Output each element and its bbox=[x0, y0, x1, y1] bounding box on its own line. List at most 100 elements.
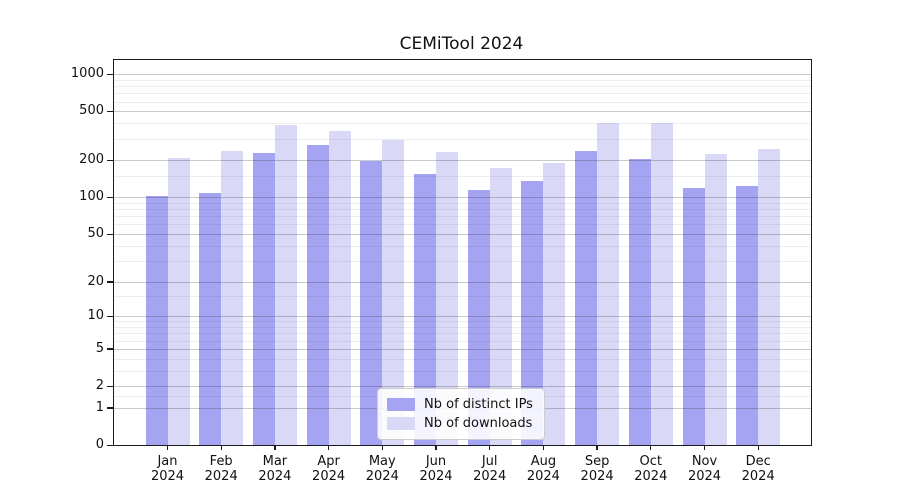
bar-apr-distinct-ips bbox=[306, 145, 329, 445]
x-tick-jul bbox=[489, 445, 491, 450]
gridline-6 bbox=[114, 340, 811, 342]
chart-title: CEMiTool 2024 bbox=[399, 34, 524, 54]
bar-nov-downloads bbox=[704, 153, 727, 445]
legend-label-distinct-ips: Nb of distinct IPs bbox=[424, 397, 533, 412]
x-tick-label-dec: Dec 2024 bbox=[741, 454, 775, 484]
gridline-70 bbox=[114, 216, 811, 218]
x-tick-jan bbox=[166, 445, 169, 450]
gridline-700 bbox=[114, 93, 811, 95]
gridline-30 bbox=[114, 260, 811, 262]
bar-aug-distinct-ips bbox=[521, 181, 544, 445]
gridline-40 bbox=[114, 245, 811, 247]
y-tick-label-20: 20 bbox=[87, 273, 104, 289]
legend-swatch-downloads bbox=[387, 417, 415, 430]
y-tick-1000 bbox=[107, 73, 113, 76]
x-tick-dec bbox=[757, 445, 759, 450]
bar-mar-distinct-ips bbox=[252, 152, 275, 445]
gridline-900 bbox=[114, 79, 811, 81]
y-tick-1 bbox=[107, 407, 113, 409]
bar-aug-downloads bbox=[543, 162, 566, 445]
bar-sep-downloads bbox=[597, 123, 620, 445]
y-tick-label-1000: 1000 bbox=[70, 66, 104, 82]
gridline-10 bbox=[114, 316, 811, 318]
y-tick-20 bbox=[107, 281, 113, 283]
y-tick-label-50: 50 bbox=[87, 226, 104, 242]
y-tick-10 bbox=[107, 315, 113, 318]
plot-area: 0 1 2 5 10 20 50 100 200 500 1000 Jan 2024 Feb 2024 Mar… bbox=[71, 59, 812, 484]
x-tick-apr bbox=[327, 445, 330, 450]
bar-may-distinct-ips bbox=[360, 160, 383, 445]
gridline-80 bbox=[114, 209, 811, 211]
gridline-15 bbox=[114, 296, 811, 298]
legend-swatch-distinct-ips bbox=[387, 398, 415, 411]
gridline-3 bbox=[114, 370, 811, 372]
gridline-60 bbox=[114, 224, 811, 226]
y-tick-0 bbox=[107, 444, 113, 446]
x-tick-mar bbox=[274, 445, 276, 450]
bar-oct-downloads bbox=[650, 123, 673, 445]
x-tick-label-jun: Jun 2024 bbox=[419, 454, 453, 484]
legend-row-ips: Nb of distinct IPs bbox=[387, 395, 544, 414]
y-tick-label-500: 500 bbox=[79, 103, 104, 119]
x-tick-label-apr: Apr 2024 bbox=[312, 454, 346, 484]
x-tick-label-nov: Nov 2024 bbox=[687, 454, 722, 484]
bar-feb-distinct-ips bbox=[199, 193, 222, 445]
gridline-200 bbox=[114, 160, 811, 162]
y-tick-2 bbox=[107, 385, 113, 387]
gridline-500 bbox=[114, 111, 811, 113]
gridline-90 bbox=[114, 202, 811, 204]
x-tick-label-jan: Jan 2024 bbox=[150, 454, 185, 484]
x-tick-label-aug: Aug 2024 bbox=[526, 454, 560, 484]
bar-jul-downloads bbox=[489, 167, 512, 445]
y-tick-50 bbox=[107, 233, 113, 235]
gridline-8 bbox=[114, 327, 811, 329]
bar-jan-distinct-ips bbox=[145, 195, 168, 445]
gridline-2 bbox=[114, 386, 811, 388]
x-tick-label-oct: Oct 2024 bbox=[634, 454, 668, 484]
gridline-300 bbox=[114, 138, 811, 140]
bar-sep-distinct-ips bbox=[575, 151, 598, 445]
y-tick-label-0: 0 bbox=[95, 437, 104, 452]
gridline-600 bbox=[114, 101, 811, 103]
gridline-150 bbox=[114, 175, 811, 177]
y-tick-500 bbox=[107, 110, 113, 113]
x-tick-sep bbox=[596, 445, 598, 450]
gridline-800 bbox=[114, 86, 811, 88]
x-tick-nov bbox=[703, 445, 706, 450]
bar-dec-downloads bbox=[758, 149, 781, 445]
bar-feb-downloads bbox=[221, 151, 244, 445]
y-tick-label-10: 10 bbox=[87, 308, 104, 324]
legend: Nb of distinct IPs Nb of downloads bbox=[377, 388, 545, 440]
bar-jun-distinct-ips bbox=[414, 173, 436, 445]
gridline-7 bbox=[114, 333, 811, 335]
x-tick-label-jul: Jul 2024 bbox=[473, 454, 507, 484]
y-tick-label-5: 5 bbox=[95, 340, 104, 356]
y-tick-label-2: 2 bbox=[95, 378, 104, 394]
bar-apr-downloads bbox=[328, 130, 351, 445]
gridline-1000 bbox=[114, 74, 811, 76]
gridline-5 bbox=[114, 348, 811, 350]
x-tick-label-feb: Feb 2024 bbox=[204, 454, 238, 484]
bar-dec-distinct-ips bbox=[736, 185, 759, 445]
y-tick-label-100: 100 bbox=[79, 189, 104, 205]
gridline-100 bbox=[114, 197, 811, 199]
bar-jan-downloads bbox=[167, 158, 190, 445]
y-tick-5 bbox=[107, 348, 113, 350]
x-tick-aug bbox=[542, 445, 545, 450]
gridline-20 bbox=[114, 281, 811, 283]
x-tick-label-sep: Sep 2024 bbox=[580, 454, 614, 484]
x-tick-label-may: May 2024 bbox=[365, 454, 399, 484]
y-tick-label-1: 1 bbox=[95, 399, 104, 415]
legend-row-downloads: Nb of downloads bbox=[387, 414, 544, 433]
legend-label-downloads: Nb of downloads bbox=[424, 416, 533, 431]
gridline-4 bbox=[114, 358, 811, 360]
gridline-400 bbox=[114, 123, 811, 125]
bar-jun-downloads bbox=[436, 152, 458, 445]
y-tick-200 bbox=[107, 159, 113, 162]
bar-mar-downloads bbox=[274, 124, 297, 445]
y-tick-100 bbox=[107, 196, 113, 199]
x-tick-label-mar: Mar 2024 bbox=[258, 454, 292, 484]
bar-nov-distinct-ips bbox=[682, 187, 705, 445]
bar-jul-distinct-ips bbox=[467, 190, 490, 445]
